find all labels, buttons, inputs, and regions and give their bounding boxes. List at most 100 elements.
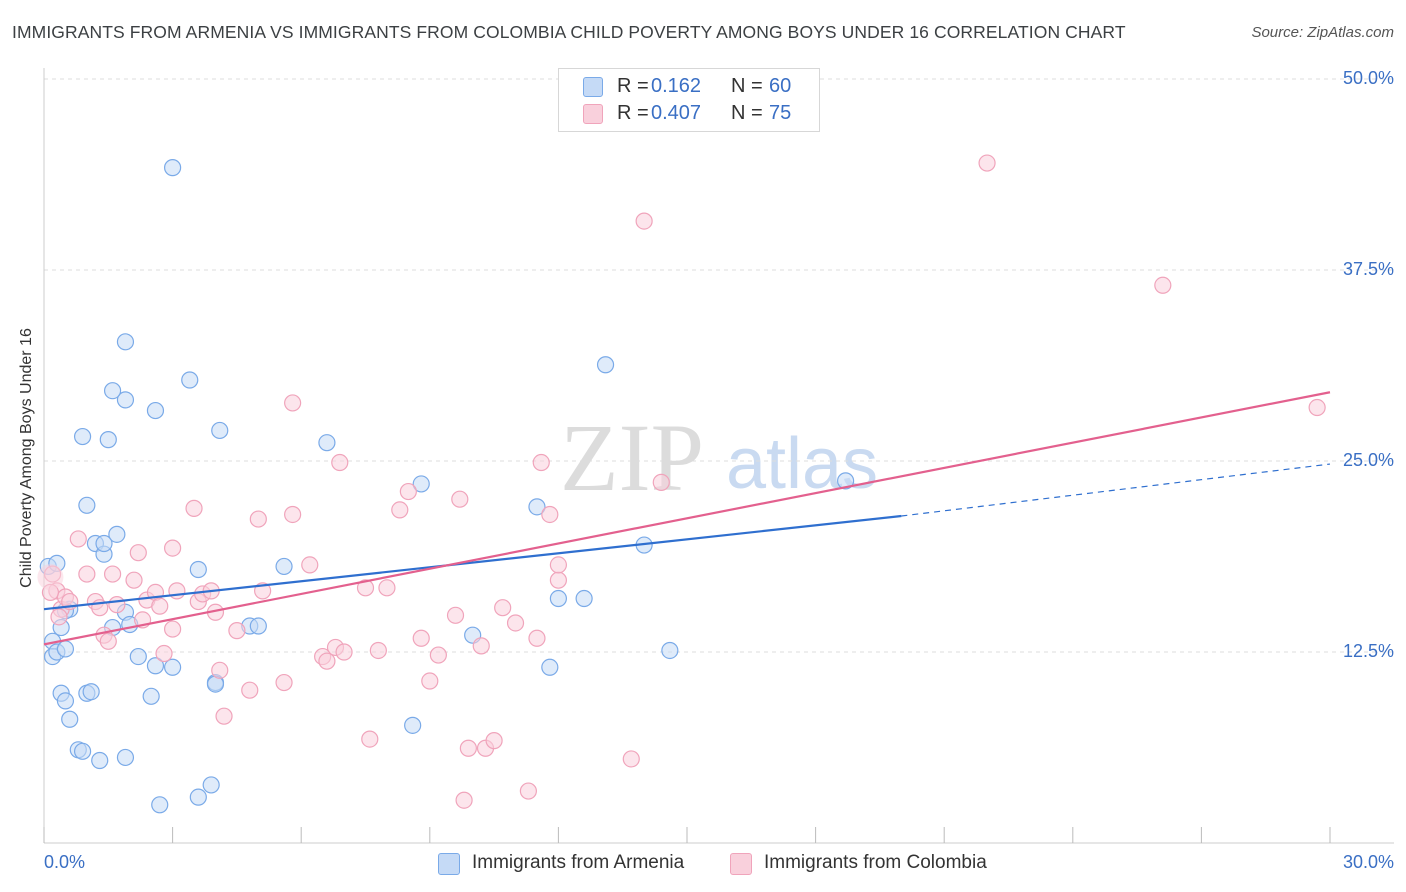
chart-source: Source: ZipAtlas.com xyxy=(1251,24,1394,41)
colombia-point xyxy=(108,596,126,614)
r-key: R = xyxy=(617,102,649,124)
colombia-point xyxy=(361,730,379,748)
armenia-point xyxy=(189,560,207,579)
armenia-point xyxy=(146,401,165,420)
armenia-point xyxy=(146,657,165,675)
colombia-cluster-point xyxy=(37,564,64,591)
armenia-trend-line xyxy=(43,514,902,611)
colombia-point xyxy=(506,614,525,632)
armenia-point xyxy=(596,356,615,374)
colombia-point xyxy=(284,394,302,412)
armenia-point xyxy=(211,421,229,440)
colombia-point xyxy=(211,661,229,679)
armenia-point xyxy=(142,687,160,705)
armenia-point xyxy=(151,796,169,814)
colombia-point xyxy=(978,154,996,172)
colombia-swatch xyxy=(583,104,603,124)
armenia-point xyxy=(189,788,207,806)
colombia-point xyxy=(50,608,68,626)
watermark: ZIP atlas xyxy=(560,404,878,511)
n-key: N = xyxy=(731,75,763,97)
colombia-point xyxy=(318,652,336,670)
colombia-point xyxy=(99,632,117,650)
armenia-point xyxy=(404,716,422,734)
colombia-point xyxy=(412,629,430,647)
armenia-point xyxy=(249,617,267,635)
armenia-swatch xyxy=(583,77,603,97)
colombia-point xyxy=(549,571,568,589)
colombia-point xyxy=(472,637,490,655)
chart-title: IMMIGRANTS FROM ARMENIA VS IMMIGRANTS FR… xyxy=(12,22,1126,42)
colombia-point xyxy=(541,505,559,524)
colombia-point xyxy=(335,643,353,661)
colombia-point xyxy=(378,579,396,597)
colombia-point xyxy=(129,544,147,562)
colombia-point xyxy=(455,791,473,809)
colombia-point xyxy=(249,510,267,528)
x-tick-min: 0.0% xyxy=(44,852,86,872)
armenia-point xyxy=(116,748,135,767)
colombia-point xyxy=(399,482,417,501)
armenia-point xyxy=(82,683,100,701)
armenia-point xyxy=(181,371,199,389)
armenia-point xyxy=(116,333,135,351)
colombia-point xyxy=(275,673,293,692)
armenia-point xyxy=(528,498,546,516)
colombia-point xyxy=(485,732,503,750)
r-key: R = xyxy=(617,75,649,97)
colombia-point xyxy=(1308,398,1326,417)
watermark-atlas: atlas xyxy=(726,424,878,504)
armenia-point xyxy=(275,557,293,576)
series-colombia-points xyxy=(37,154,1326,809)
armenia-point xyxy=(661,641,679,660)
correlation-legend: R = 0.162 N = 60 R = 0.407 N = 75 xyxy=(558,68,820,132)
n-value: 60 xyxy=(769,75,792,97)
colombia-point xyxy=(446,606,465,624)
trend-lines xyxy=(43,391,1331,646)
colombia-point xyxy=(635,212,653,230)
colombia-point xyxy=(519,782,537,800)
armenia-point xyxy=(164,159,182,177)
series-armenia-points xyxy=(39,159,855,814)
r-value: 0.162 xyxy=(651,75,702,97)
armenia-point xyxy=(412,475,430,493)
armenia-point xyxy=(575,589,593,608)
armenia-point xyxy=(129,647,147,666)
n-value: 75 xyxy=(769,102,792,124)
colombia-point xyxy=(228,622,246,640)
colombia-point xyxy=(331,453,349,472)
colombia-point xyxy=(459,739,477,757)
colombia-point xyxy=(494,599,512,617)
armenia-point xyxy=(56,640,75,658)
x-tick-max: 30.0% xyxy=(1342,852,1394,872)
y-tick-label: 50.0% xyxy=(1342,68,1394,88)
armenia-point xyxy=(164,658,182,676)
colombia-point xyxy=(151,597,169,615)
colombia-point xyxy=(429,646,447,664)
colombia-point xyxy=(164,539,182,557)
armenia-point xyxy=(95,534,113,553)
y-tick-label: 12.5% xyxy=(1342,641,1394,661)
colombia-point xyxy=(185,499,203,517)
y-tick-label: 37.5% xyxy=(1342,259,1394,279)
armenia-trend-extension xyxy=(901,463,1331,517)
watermark-zip: ZIP xyxy=(560,404,704,511)
n-key: N = xyxy=(731,102,763,124)
colombia-point xyxy=(301,556,319,574)
colombia-point xyxy=(549,556,568,574)
colombia-point xyxy=(164,620,182,638)
colombia-point xyxy=(103,565,122,583)
armenia-point xyxy=(103,382,122,400)
colombia-point xyxy=(69,530,87,548)
armenia-point xyxy=(549,589,568,608)
armenia-legend-swatch xyxy=(438,853,460,875)
colombia-trend-line xyxy=(43,391,1331,646)
colombia-point xyxy=(369,641,387,660)
armenia-point xyxy=(318,434,336,452)
colombia-legend-label: Immigrants from Colombia xyxy=(764,852,987,873)
armenia-point xyxy=(78,496,96,514)
colombia-point xyxy=(532,453,550,472)
armenia-point xyxy=(91,751,109,770)
armenia-point xyxy=(837,472,855,490)
colombia-point xyxy=(622,750,640,768)
